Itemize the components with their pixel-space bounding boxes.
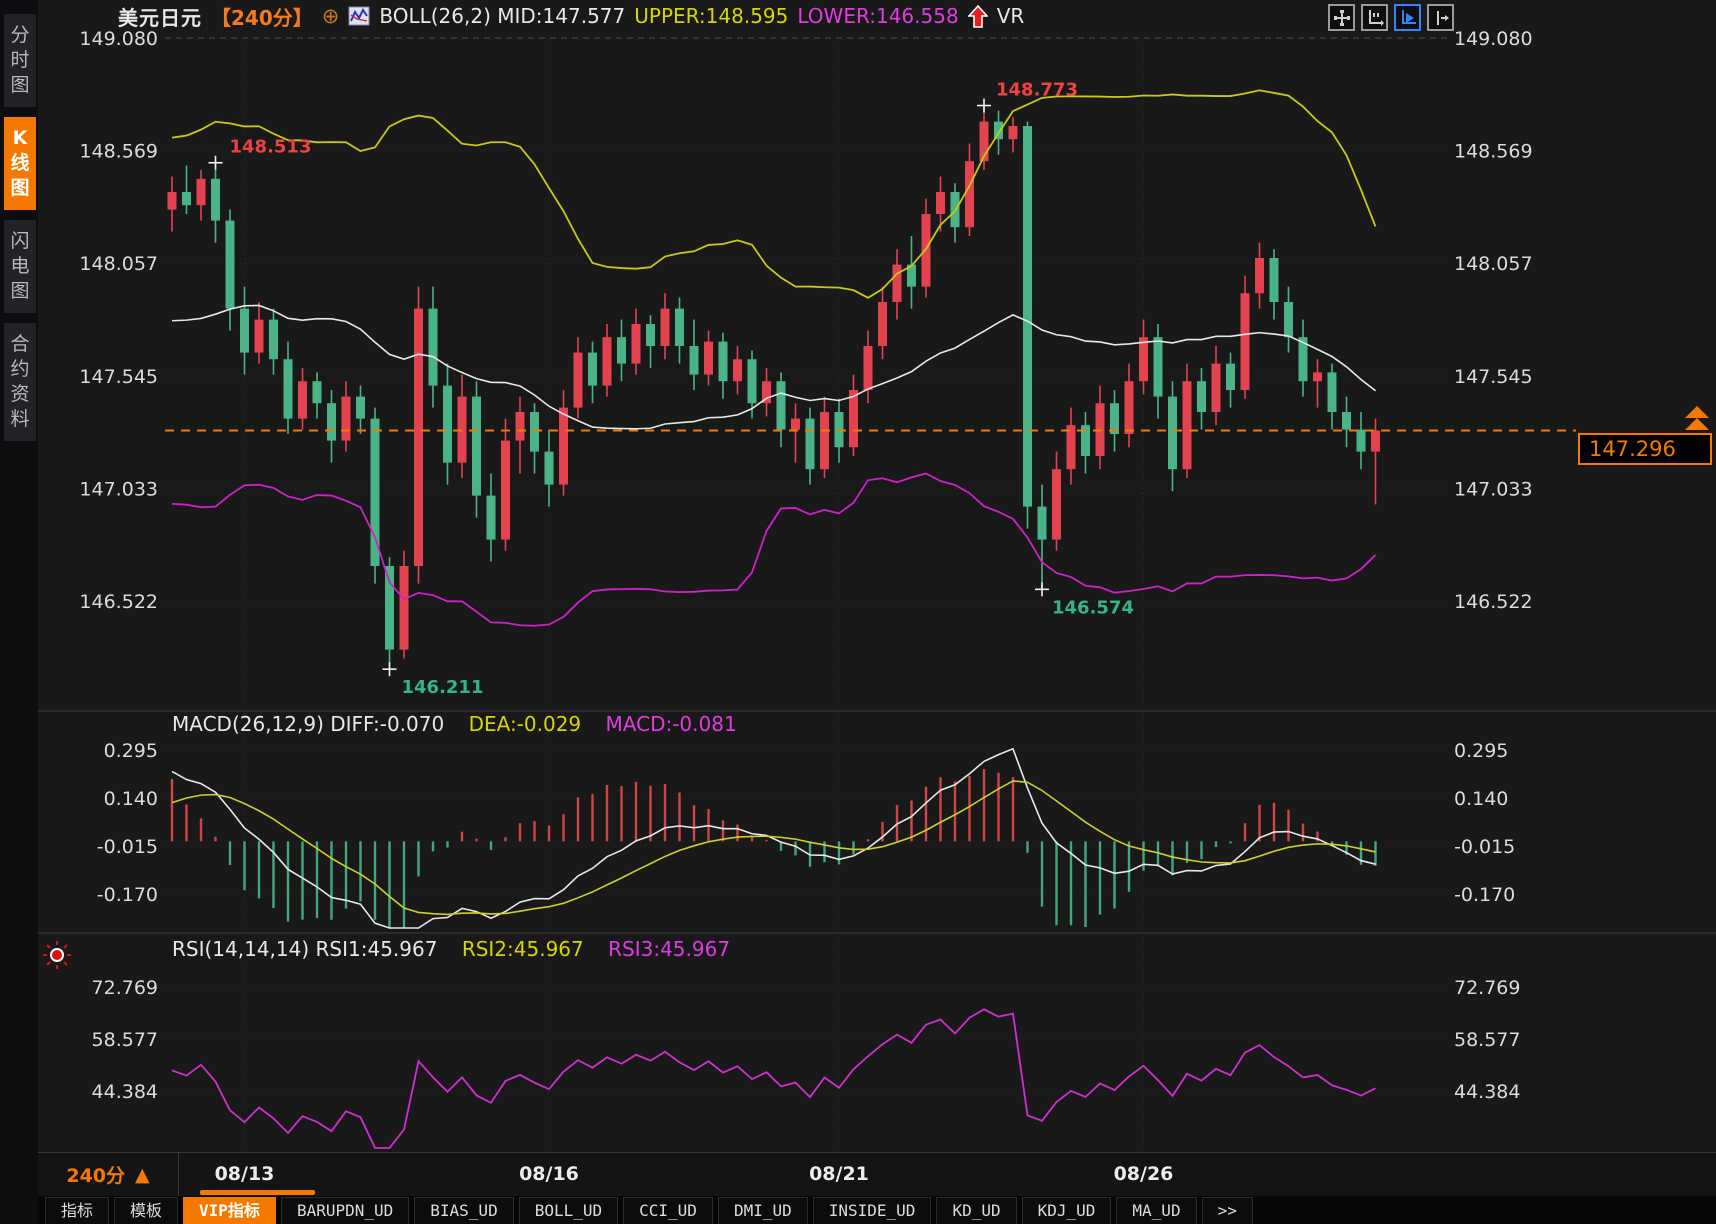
- chart-header: 美元日元 【240分】 ⊕ BOLL(26,2) MID:147.577 UPP…: [118, 1, 1024, 31]
- tab-kdj_ud[interactable]: KDJ_UD: [1021, 1197, 1112, 1224]
- sidebar-item-0[interactable]: 分时图: [4, 14, 36, 107]
- svg-text:147.545: 147.545: [79, 366, 158, 388]
- svg-text:-0.015: -0.015: [1454, 836, 1515, 858]
- svg-text:147.545: 147.545: [1454, 366, 1533, 388]
- scrollbar-thumb[interactable]: [200, 1190, 315, 1195]
- rsi3-label: RSI3:45.967: [608, 937, 731, 961]
- svg-text:147.033: 147.033: [79, 478, 158, 500]
- pan-axis-icon[interactable]: [1427, 4, 1454, 31]
- period-label: 240分: [66, 1165, 126, 1187]
- vr-label[interactable]: VR: [996, 4, 1025, 28]
- svg-text:72.769: 72.769: [1454, 977, 1520, 999]
- svg-text:148.057: 148.057: [1454, 253, 1533, 275]
- svg-text:147.033: 147.033: [1454, 478, 1533, 500]
- tab-cci_ud[interactable]: CCI_UD: [623, 1197, 713, 1224]
- tab-boll_ud[interactable]: BOLL_UD: [518, 1197, 619, 1224]
- svg-text:58.577: 58.577: [92, 1029, 158, 1051]
- svg-text:58.577: 58.577: [1454, 1029, 1520, 1051]
- svg-text:148.057: 148.057: [79, 253, 158, 275]
- svg-text:148.569: 148.569: [79, 141, 158, 163]
- tab-ma_ud[interactable]: MA_UD: [1116, 1197, 1197, 1224]
- sidebar-item-2[interactable]: 闪电图: [4, 220, 36, 313]
- svg-text:-0.170: -0.170: [97, 884, 158, 906]
- x-axis-date-3: 08/26: [1113, 1163, 1174, 1185]
- boll-value-label: BOLL(26,2) MID:147.577: [379, 4, 626, 28]
- period-dropdown-arrow: ▲: [135, 1163, 150, 1186]
- red-up-arrow-icon: [966, 3, 989, 29]
- boll-upper-label: UPPER:148.595: [634, 4, 789, 28]
- indicator-lines: [170, 89, 1377, 1149]
- tab-kd_ud[interactable]: KD_UD: [936, 1197, 1017, 1224]
- svg-text:44.384: 44.384: [92, 1081, 158, 1103]
- macd-diff-label: MACD(26,12,9) DIFF:-0.070: [172, 712, 445, 736]
- price-annotations: 148.513 148.773 146.211 146.574: [165, 80, 1576, 698]
- macd-header: MACD(26,12,9) DIFF:-0.070 DEA:-0.029 MAC…: [172, 712, 737, 736]
- svg-text:0.295: 0.295: [104, 740, 158, 762]
- x-axis-date-1: 08/16: [519, 1163, 579, 1185]
- symbol-title: 美元日元: [118, 5, 202, 30]
- svg-text:-0.015: -0.015: [97, 836, 158, 858]
- indicator-chart-icon[interactable]: [348, 6, 370, 26]
- last-price-box: 147.296: [1578, 433, 1712, 465]
- svg-text:148.513: 148.513: [230, 137, 312, 158]
- svg-text:146.574: 146.574: [1052, 597, 1134, 618]
- rsi1-label: RSI(14,14,14) RSI1:45.967: [172, 937, 438, 961]
- svg-text:0.295: 0.295: [1454, 740, 1508, 762]
- tab-inside_ud[interactable]: INSIDE_UD: [812, 1197, 932, 1224]
- svg-text:146.522: 146.522: [79, 591, 158, 613]
- svg-text:72.769: 72.769: [92, 977, 158, 999]
- svg-text:0.140: 0.140: [104, 788, 158, 810]
- axis-labels: 149.080 149.080 148.569 148.569 148.057 148.0…: [79, 28, 1532, 1103]
- axis-scale-icon[interactable]: [1361, 4, 1388, 31]
- tab-dmi_ud[interactable]: DMI_UD: [717, 1197, 808, 1224]
- svg-text:146.211: 146.211: [402, 677, 484, 698]
- svg-text:146.522: 146.522: [1454, 591, 1533, 613]
- rsi2-label: RSI2:45.967: [461, 937, 584, 961]
- sidebar-item-3[interactable]: 合约资料: [4, 323, 36, 441]
- indicator-tab-bar: 指标 模板 VIP指标 BARUPDN_UD BIAS_UD BOLL_UD CCI_UD D…: [38, 1196, 1716, 1224]
- period-tag[interactable]: 【240分】: [211, 5, 313, 30]
- tab-[interactable]: >>: [1201, 1197, 1253, 1224]
- chart-canvas[interactable]: 149.080 149.080 148.569 148.569 148.057 148.0…: [0, 0, 1716, 1152]
- tab-[interactable]: 指标: [45, 1197, 110, 1224]
- tab-[interactable]: 模板: [114, 1197, 179, 1224]
- x-axis-row: 240分 ▲ 08/13 08/16 08/21 08/26: [38, 1152, 1716, 1197]
- last-price-value: 147.296: [1589, 437, 1676, 461]
- svg-text:44.384: 44.384: [1454, 1081, 1520, 1103]
- rsi-header: RSI(14,14,14) RSI1:45.967 RSI2:45.967 RS…: [172, 937, 730, 961]
- tab-vip[interactable]: VIP指标: [183, 1197, 276, 1224]
- double-up-arrow-icon[interactable]: [1684, 406, 1710, 434]
- playback-axis-icon[interactable]: [1394, 4, 1421, 31]
- chart-toolbar: [1328, 4, 1454, 31]
- alert-sun-icon[interactable]: [42, 940, 72, 974]
- boll-lower-label: LOWER:146.558: [797, 4, 959, 28]
- x-axis-date-0: 08/13: [214, 1163, 275, 1185]
- svg-text:-0.170: -0.170: [1454, 884, 1515, 906]
- gridlines: [38, 37, 1716, 1150]
- circle-plus-icon[interactable]: ⊕: [321, 4, 340, 28]
- svg-text:149.080: 149.080: [1454, 28, 1533, 50]
- macd-value-label: MACD:-0.081: [605, 712, 737, 736]
- svg-text:148.773: 148.773: [996, 80, 1078, 101]
- svg-text:148.569: 148.569: [1454, 141, 1533, 163]
- crosshair-move-icon[interactable]: [1328, 4, 1355, 31]
- tab-bias_ud[interactable]: BIAS_UD: [414, 1197, 514, 1224]
- x-axis-date-2: 08/21: [809, 1163, 869, 1185]
- svg-text:0.140: 0.140: [1454, 788, 1508, 810]
- period-selector[interactable]: 240分 ▲: [38, 1153, 179, 1196]
- svg-text:149.080: 149.080: [79, 28, 158, 50]
- tab-barupdn_ud[interactable]: BARUPDN_UD: [280, 1197, 410, 1224]
- macd-dea-label: DEA:-0.029: [468, 712, 582, 736]
